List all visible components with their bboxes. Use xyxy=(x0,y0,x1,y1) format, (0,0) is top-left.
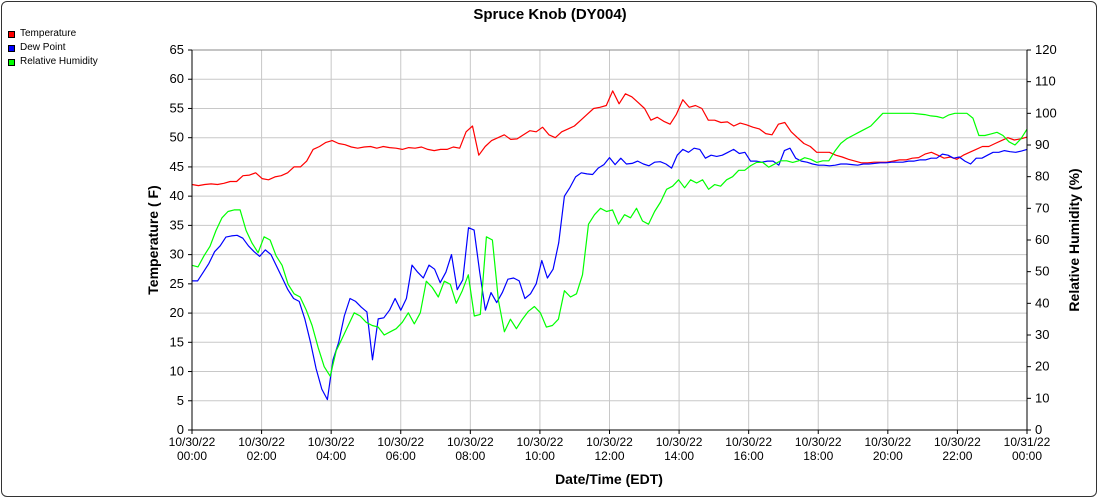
legend-swatch-relative-humidity xyxy=(8,58,15,66)
axes: 10/30/2200:0010/30/2202:0010/30/2204:001… xyxy=(169,42,1057,463)
legend-item-dew-point: Dew Point xyxy=(8,41,98,55)
y-tick-label: 20 xyxy=(170,305,184,320)
y2-tick-label: 40 xyxy=(1035,295,1049,310)
x-tick-label-date: 10/30/22 xyxy=(169,435,216,449)
series-line-relative-humidity xyxy=(191,112,1028,377)
y-tick-label: 10 xyxy=(170,364,184,379)
legend-label-temperature: Temperature xyxy=(20,28,77,39)
x-axis-label: Date/Time (EDT) xyxy=(555,471,663,487)
x-tick-label-date: 10/30/22 xyxy=(377,435,424,449)
x-tick-label-date: 10/30/22 xyxy=(517,435,564,449)
y-tick-label: 65 xyxy=(170,42,184,57)
y-tick-label: 40 xyxy=(170,188,184,203)
y-tick-label: 60 xyxy=(170,71,184,86)
y2-tick-label: 70 xyxy=(1035,200,1049,215)
y-tick-label: 30 xyxy=(170,247,184,262)
legend-label-dew-point: Dew Point xyxy=(20,42,66,53)
x-tick-label-date: 10/30/22 xyxy=(308,435,355,449)
y-tick-label: 45 xyxy=(170,159,184,174)
y2-tick-label: 10 xyxy=(1035,390,1049,405)
x-tick-label-date: 10/30/22 xyxy=(934,435,981,449)
x-tick-label-time: 10:00 xyxy=(525,449,555,463)
y-tick-label: 25 xyxy=(170,276,184,291)
y-axis-label: Temperature ( F) xyxy=(145,185,161,294)
y2-tick-label: 0 xyxy=(1035,422,1042,437)
x-tick-label-time: 22:00 xyxy=(942,449,972,463)
y2-axis-label: Relative Humidity (%) xyxy=(1066,168,1082,311)
y-tick-label: 5 xyxy=(177,393,184,408)
y2-tick-label: 60 xyxy=(1035,232,1049,247)
x-tick-label-date: 10/30/22 xyxy=(795,435,842,449)
x-tick-label-date: 10/31/22 xyxy=(1004,435,1051,449)
x-tick-label-time: 08:00 xyxy=(455,449,485,463)
y-tick-label: 35 xyxy=(170,217,184,232)
y-tick-label: 50 xyxy=(170,130,184,145)
y2-tick-label: 110 xyxy=(1035,74,1056,89)
x-tick-label-date: 10/30/22 xyxy=(238,435,285,449)
legend-item-temperature: Temperature xyxy=(8,27,98,41)
x-tick-label-date: 10/30/22 xyxy=(725,435,772,449)
x-tick-label-time: 18:00 xyxy=(803,449,833,463)
x-tick-label-time: 04:00 xyxy=(316,449,346,463)
x-tick-label-date: 10/30/22 xyxy=(656,435,703,449)
x-tick-label-time: 06:00 xyxy=(386,449,416,463)
x-tick-label-time: 00:00 xyxy=(1012,449,1042,463)
x-tick-label-time: 02:00 xyxy=(247,449,277,463)
x-tick-label-date: 10/30/22 xyxy=(447,435,494,449)
chart-title: Spruce Knob (DY004) xyxy=(473,6,626,23)
x-tick-label-time: 00:00 xyxy=(177,449,207,463)
x-tick-label-time: 16:00 xyxy=(734,449,764,463)
legend-swatch-temperature xyxy=(8,30,15,38)
x-tick-label-date: 10/30/22 xyxy=(864,435,911,449)
x-tick-label-date: 10/30/22 xyxy=(586,435,633,449)
x-tick-label-time: 12:00 xyxy=(594,449,624,463)
legend-swatch-dew-point xyxy=(8,44,15,52)
legend: Temperature Dew Point Relative Humidity xyxy=(8,27,98,69)
y2-tick-label: 120 xyxy=(1035,42,1057,57)
y2-tick-label: 100 xyxy=(1035,105,1057,120)
y2-tick-label: 50 xyxy=(1035,264,1049,279)
y2-tick-label: 90 xyxy=(1035,137,1049,152)
y2-tick-label: 80 xyxy=(1035,169,1049,184)
series-layer xyxy=(191,90,1028,401)
y-tick-label: 0 xyxy=(177,422,184,437)
y2-tick-label: 20 xyxy=(1035,359,1049,374)
x-tick-label-time: 20:00 xyxy=(873,449,903,463)
y-tick-label: 15 xyxy=(170,334,184,349)
legend-label-relative-humidity: Relative Humidity xyxy=(20,56,98,67)
y-tick-label: 55 xyxy=(170,100,184,115)
legend-item-relative-humidity: Relative Humidity xyxy=(8,55,98,69)
x-tick-label-time: 14:00 xyxy=(664,449,694,463)
y2-tick-label: 30 xyxy=(1035,327,1049,342)
